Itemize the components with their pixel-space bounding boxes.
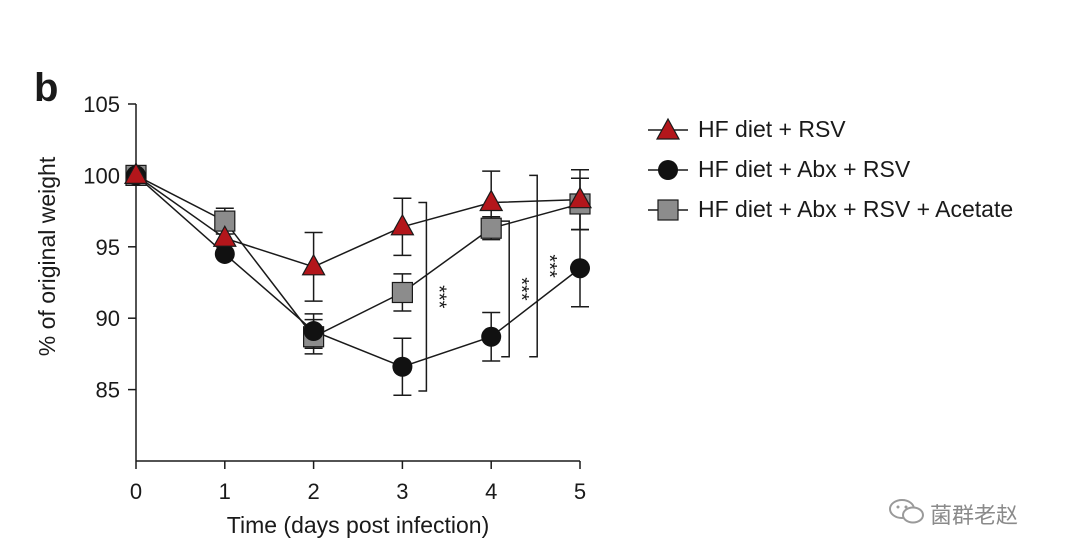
triangle-point bbox=[212, 224, 237, 247]
y-tick-label: 100 bbox=[83, 163, 120, 188]
y-axis-label: % of original weight bbox=[34, 156, 60, 356]
circle-marker-icon bbox=[648, 160, 688, 180]
x-tick-label: 4 bbox=[485, 479, 497, 504]
series-line bbox=[135, 174, 581, 368]
significance-label: *** bbox=[427, 285, 449, 309]
legend-label: HF diet + Abx + RSV bbox=[698, 156, 911, 182]
square-marker-icon bbox=[648, 199, 688, 221]
significance-bracket bbox=[529, 174, 538, 358]
triangle-point bbox=[479, 189, 504, 212]
square-point bbox=[480, 217, 502, 239]
significance-bracket bbox=[418, 201, 428, 392]
x-tick-label: 5 bbox=[574, 479, 586, 504]
significance-label: *** bbox=[538, 254, 560, 278]
triangle-point bbox=[301, 253, 326, 276]
significance-bracket bbox=[501, 220, 510, 358]
y-tick-label: 85 bbox=[96, 378, 120, 403]
circle-point bbox=[392, 356, 413, 377]
x-tick-label: 0 bbox=[130, 479, 142, 504]
circle-point bbox=[570, 258, 590, 279]
x-axis-label: Time (days post infection) bbox=[227, 512, 489, 538]
circle-point bbox=[481, 326, 502, 347]
triangle-point bbox=[123, 162, 149, 184]
square-point bbox=[391, 281, 413, 304]
x-tick-label: 1 bbox=[219, 479, 231, 504]
circle-point bbox=[303, 321, 324, 342]
x-tick-label: 2 bbox=[307, 479, 319, 504]
y-tick-label: 105 bbox=[83, 92, 120, 117]
panel-label: b bbox=[34, 66, 59, 110]
watermark-text: 菌群老赵 bbox=[930, 504, 1019, 529]
triangle-point bbox=[567, 186, 593, 209]
y-tick-label: 90 bbox=[96, 306, 120, 331]
series-line bbox=[135, 174, 581, 338]
legend-label: HF diet + Abx + RSV + Acetate bbox=[698, 196, 1014, 222]
legend-label: HF diet + RSV bbox=[698, 116, 846, 142]
circle-point bbox=[214, 243, 235, 264]
triangle-marker-icon bbox=[648, 117, 688, 140]
triangle-point bbox=[390, 213, 415, 236]
significance-label: *** bbox=[510, 277, 532, 301]
wechat-icon bbox=[889, 499, 924, 524]
y-tick-label: 95 bbox=[96, 235, 120, 260]
x-tick-label: 3 bbox=[396, 479, 408, 504]
series-line bbox=[135, 174, 581, 268]
